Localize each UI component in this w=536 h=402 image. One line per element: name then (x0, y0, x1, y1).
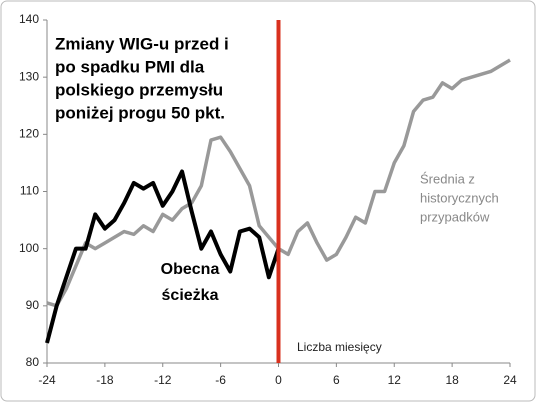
series-label: Średnia z (420, 171, 475, 186)
x-tick-label: 18 (445, 373, 459, 387)
series-label: ścieżka (162, 287, 219, 304)
x-tick-label: -6 (215, 373, 226, 387)
x-axis-label: Liczba miesięcy (297, 340, 382, 354)
title-line: polskiego przemysłu (55, 80, 223, 99)
y-tick-label: 80 (26, 355, 40, 369)
series-line (45, 169, 281, 344)
series-label: Obecna (161, 261, 220, 278)
title-line: poniżej progu 50 pkt. (55, 103, 225, 122)
y-tick-label: 130 (19, 69, 39, 83)
x-tick-label: -18 (96, 373, 114, 387)
title-line: Zmiany WIG-u przed i (55, 34, 229, 53)
x-tick-label: 6 (333, 373, 340, 387)
y-tick-label: 120 (19, 127, 39, 141)
x-tick-label: 24 (503, 373, 517, 387)
x-tick-label: -24 (38, 373, 56, 387)
series-label: historycznych (420, 190, 499, 205)
x-tick-label: 12 (388, 373, 402, 387)
y-tick-label: 100 (19, 241, 39, 255)
x-tick-label: -12 (154, 373, 172, 387)
y-tick-label: 140 (19, 12, 39, 26)
series-label: przypadków (420, 209, 490, 224)
y-tick-label: 110 (20, 184, 39, 198)
title-line: po spadku PMI dla (55, 57, 205, 76)
x-tick-label: 0 (275, 373, 282, 387)
y-tick-label: 90 (26, 298, 40, 312)
